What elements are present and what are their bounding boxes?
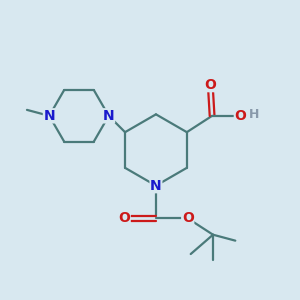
Text: O: O: [234, 109, 246, 123]
Text: O: O: [205, 78, 217, 92]
Text: N: N: [103, 109, 115, 123]
Text: O: O: [118, 212, 130, 225]
Text: N: N: [150, 179, 162, 193]
Text: H: H: [249, 108, 260, 121]
Text: N: N: [44, 109, 55, 123]
Text: O: O: [182, 212, 194, 225]
